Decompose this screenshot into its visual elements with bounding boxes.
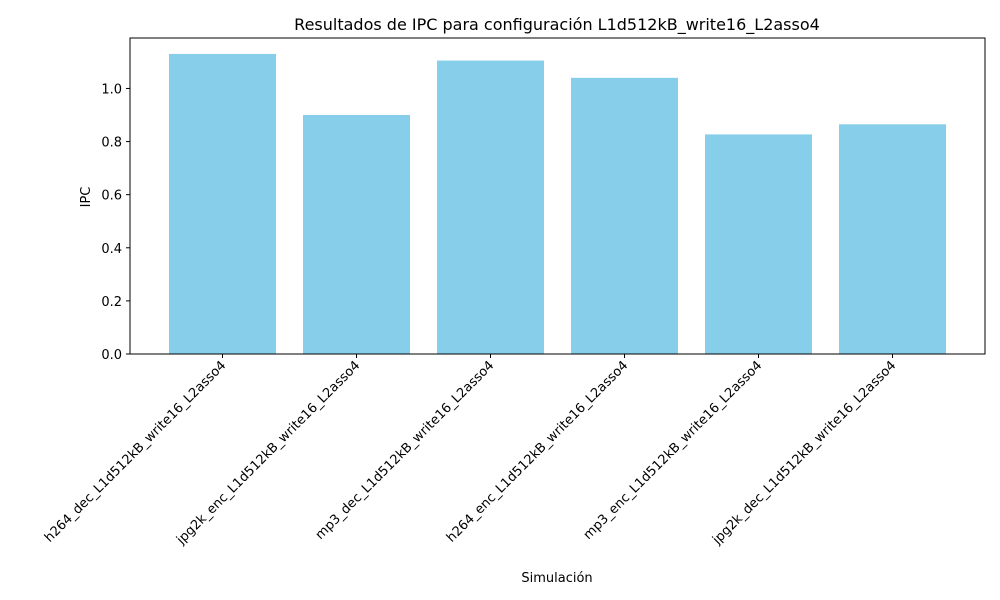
y-tick-label: 0.4: [101, 242, 122, 257]
bar: [705, 134, 812, 354]
x-axis-ticks: h264_dec_L1d512kB_write16_L2asso4jpg2k_e…: [42, 354, 899, 548]
bar: [571, 77, 678, 354]
y-axis-label: IPC: [79, 187, 94, 208]
y-tick-label: 1.0: [101, 82, 122, 97]
bar: [437, 60, 544, 354]
y-tick-label: 0.6: [101, 189, 122, 204]
y-tick-label: 0.2: [101, 295, 122, 310]
y-tick-label: 0.8: [101, 136, 122, 151]
plot-frame: [129, 37, 986, 355]
bar: [839, 124, 946, 354]
y-tick-label: 0.0: [101, 348, 122, 363]
x-axis-label: Simulación: [521, 571, 592, 586]
bars: [169, 53, 946, 355]
bar: [169, 53, 276, 355]
bar: [303, 115, 410, 355]
y-axis-ticks: 0.0 0.2 0.4 0.6 0.8 1.0: [101, 82, 130, 363]
chart-title: Resultados de IPC para configuración L1d…: [294, 15, 820, 35]
